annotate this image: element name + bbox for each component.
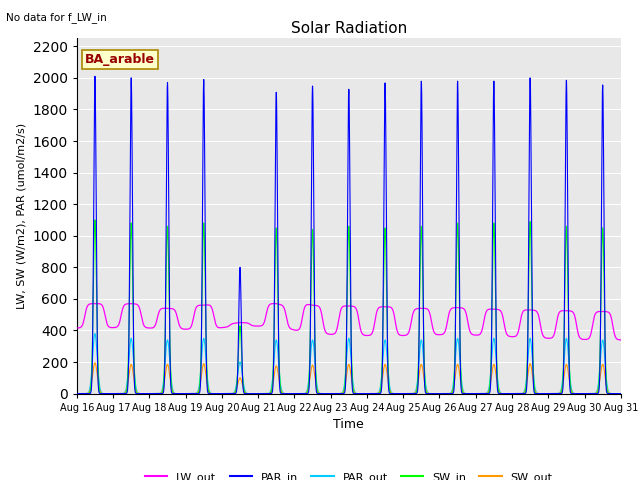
Text: No data for f_LW_in: No data for f_LW_in	[6, 12, 107, 23]
Text: BA_arable: BA_arable	[85, 53, 155, 66]
Legend: LW_out, PAR_in, PAR_out, SW_in, SW_out: LW_out, PAR_in, PAR_out, SW_in, SW_out	[141, 468, 557, 480]
Title: Solar Radiation: Solar Radiation	[291, 21, 407, 36]
X-axis label: Time: Time	[333, 418, 364, 431]
Y-axis label: LW, SW (W/m2), PAR (umol/m2/s): LW, SW (W/m2), PAR (umol/m2/s)	[17, 123, 27, 309]
